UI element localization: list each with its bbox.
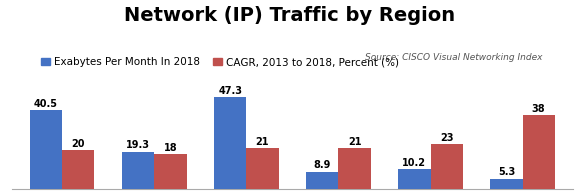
Text: 47.3: 47.3 (218, 86, 242, 96)
Bar (62, 150, 94, 189)
Text: 19.3: 19.3 (126, 140, 150, 150)
Legend: Exabytes Per Month In 2018, CAGR, 2013 to 2018, Percent (%): Exabytes Per Month In 2018, CAGR, 2013 t… (36, 53, 404, 71)
Text: 21: 21 (348, 137, 361, 147)
Text: 10.2: 10.2 (402, 158, 426, 168)
Bar (339, 148, 371, 189)
Text: 20: 20 (72, 139, 85, 149)
Bar (246, 148, 278, 189)
Text: 18: 18 (164, 142, 177, 153)
Bar (490, 179, 523, 189)
Bar (431, 144, 463, 189)
Bar (30, 110, 62, 189)
Bar (306, 172, 339, 189)
Text: 21: 21 (256, 137, 269, 147)
Text: Network (IP) Traffic by Region: Network (IP) Traffic by Region (124, 6, 455, 25)
Text: Source: CISCO Visual Networking Index: Source: CISCO Visual Networking Index (365, 53, 543, 62)
Bar (398, 169, 431, 189)
Bar (122, 152, 154, 189)
Text: 40.5: 40.5 (34, 99, 58, 109)
Text: 8.9: 8.9 (314, 160, 331, 170)
Bar (154, 154, 186, 189)
Bar (523, 115, 555, 189)
Bar (214, 97, 246, 189)
Text: 5.3: 5.3 (498, 167, 515, 177)
Text: 38: 38 (532, 104, 545, 114)
Text: 23: 23 (440, 133, 453, 143)
